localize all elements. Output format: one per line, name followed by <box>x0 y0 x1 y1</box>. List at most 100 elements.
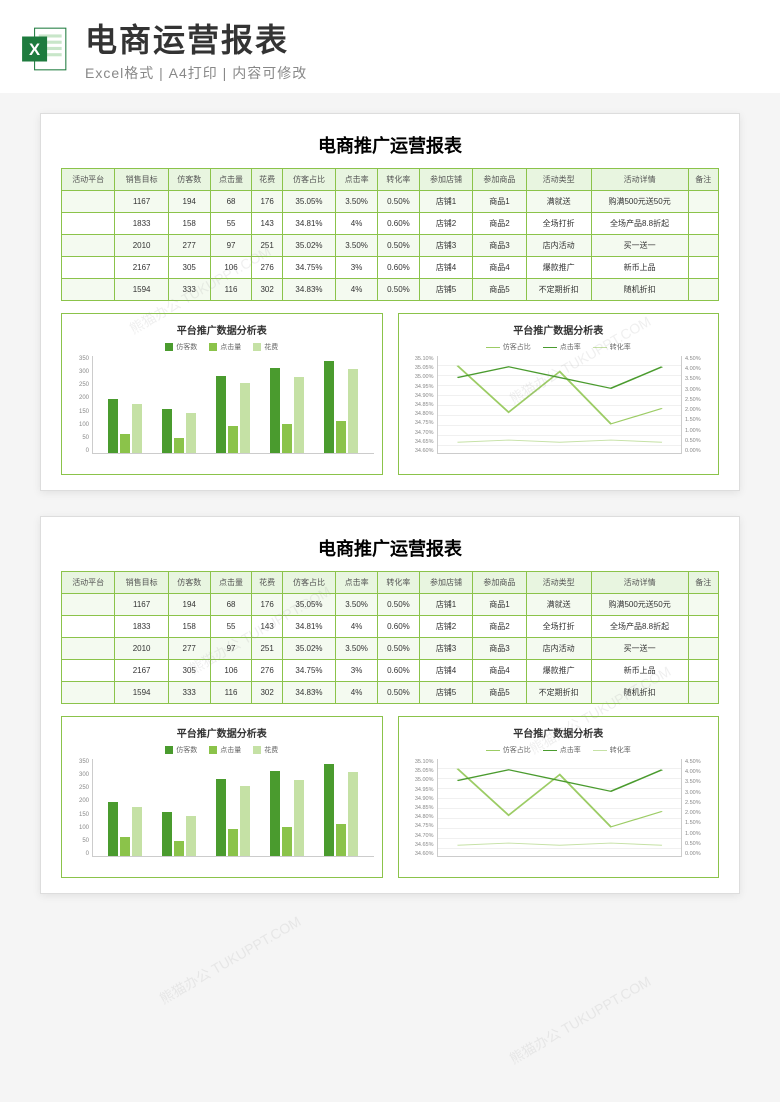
table-cell: 251 <box>252 638 282 660</box>
line-legend: 仿客占比点击率转化率 <box>407 745 711 755</box>
table-header: 销售目标 <box>115 572 168 594</box>
table-header: 点击率 <box>336 572 378 594</box>
table-cell: 277 <box>168 235 210 257</box>
table-cell: 店内活动 <box>526 638 591 660</box>
table-cell: 302 <box>252 279 282 301</box>
table-header: 仿客数 <box>168 169 210 191</box>
bar-chart-box: 平台推广数据分析表 仿客数点击量花费 350300250200150100500 <box>61 313 383 475</box>
table-cell: 34.75% <box>282 660 335 682</box>
bar <box>294 780 304 856</box>
table-header: 活动详情 <box>591 169 688 191</box>
table-cell: 商品5 <box>473 682 526 704</box>
table-row: 216730510627634.75%3%0.60%店铺4商品4爆款推广新币上品 <box>62 660 719 682</box>
legend-item: 点击量 <box>209 342 241 352</box>
table-cell: 0.50% <box>378 638 420 660</box>
legend-item: 转化率 <box>593 342 631 352</box>
table-cell: 4% <box>336 279 378 301</box>
table-cell <box>62 594 115 616</box>
line-chart: 35.10%35.05%35.00%34.95%34.90%34.85%34.8… <box>407 759 711 869</box>
bar <box>186 413 196 453</box>
table-cell: 3.50% <box>336 235 378 257</box>
bar-group <box>324 759 358 856</box>
table-cell: 305 <box>168 660 210 682</box>
table-header: 活动详情 <box>591 572 688 594</box>
table-cell <box>62 682 115 704</box>
table-cell: 1167 <box>115 594 168 616</box>
table-cell: 商品1 <box>473 191 526 213</box>
table-cell: 不定期折扣 <box>526 682 591 704</box>
table-cell: 55 <box>210 213 252 235</box>
table-row: 11671946817635.05%3.50%0.50%店铺1商品1满就送购满5… <box>62 594 719 616</box>
table-cell: 0.60% <box>378 616 420 638</box>
table-cell: 34.83% <box>282 682 335 704</box>
table-cell: 购满500元送50元 <box>591 594 688 616</box>
pages-container: 电商推广运营报表 活动平台销售目标仿客数点击量花费仿客占比点击率转化率参加店铺参… <box>0 93 780 914</box>
bar <box>162 409 172 453</box>
table-row: 11671946817635.05%3.50%0.50%店铺1商品1满就送购满5… <box>62 191 719 213</box>
table-cell: 爆款推广 <box>526 660 591 682</box>
y-axis-right: 4.50%4.00%3.50%3.00%2.50%2.00%1.50%1.00%… <box>682 759 710 869</box>
table-cell: 新币上品 <box>591 660 688 682</box>
header-text-block: 电商运营报表 Excel格式 | A4打印 | 内容可修改 <box>85 15 760 83</box>
bar <box>120 434 130 453</box>
bar <box>162 812 172 856</box>
table-cell: 店铺5 <box>419 682 472 704</box>
bar <box>336 824 346 856</box>
table-cell: 333 <box>168 682 210 704</box>
table-cell: 商品3 <box>473 638 526 660</box>
bar-group <box>162 759 196 856</box>
table-cell: 3.50% <box>336 594 378 616</box>
table-cell: 店内活动 <box>526 235 591 257</box>
bar-group <box>270 759 304 856</box>
bar-group <box>108 759 142 856</box>
table-cell: 276 <box>252 257 282 279</box>
table-cell: 商品5 <box>473 279 526 301</box>
excel-icon: X <box>20 24 70 74</box>
table-cell: 305 <box>168 257 210 279</box>
bar-legend: 仿客数点击量花费 <box>70 745 374 755</box>
table-cell: 店铺2 <box>419 213 472 235</box>
table-cell: 35.05% <box>282 191 335 213</box>
table-cell: 0.50% <box>378 682 420 704</box>
table-cell: 4% <box>336 616 378 638</box>
template-header: X 电商运营报表 Excel格式 | A4打印 | 内容可修改 <box>0 0 780 93</box>
bar-group <box>216 759 250 856</box>
table-cell: 1833 <box>115 213 168 235</box>
table-cell: 店铺5 <box>419 279 472 301</box>
table-header: 活动平台 <box>62 572 115 594</box>
charts-row: 平台推广数据分析表 仿客数点击量花费 350300250200150100500… <box>61 716 719 878</box>
table-cell: 3.50% <box>336 191 378 213</box>
table-cell <box>62 257 115 279</box>
report-page: 电商推广运营报表 活动平台销售目标仿客数点击量花费仿客占比点击率转化率参加店铺参… <box>40 516 740 894</box>
table-cell: 商品2 <box>473 213 526 235</box>
table-cell: 1594 <box>115 682 168 704</box>
table-cell: 2167 <box>115 257 168 279</box>
table-cell: 随机折扣 <box>591 279 688 301</box>
bar <box>216 376 226 453</box>
table-header: 花费 <box>252 169 282 191</box>
table-cell: 新币上品 <box>591 257 688 279</box>
report-table: 活动平台销售目标仿客数点击量花费仿客占比点击率转化率参加店铺参加商品活动类型活动… <box>61 571 719 704</box>
bar <box>240 786 250 856</box>
table-cell: 0.50% <box>378 235 420 257</box>
bar-group <box>108 356 142 453</box>
bar <box>348 772 358 856</box>
bar <box>348 369 358 453</box>
table-cell: 1594 <box>115 279 168 301</box>
table-cell: 全场打折 <box>526 616 591 638</box>
bar-chart-box: 平台推广数据分析表 仿客数点击量花费 350300250200150100500 <box>61 716 383 878</box>
table-cell: 68 <box>210 191 252 213</box>
table-cell: 3.50% <box>336 638 378 660</box>
table-header: 销售目标 <box>115 169 168 191</box>
table-header: 参加商品 <box>473 572 526 594</box>
table-cell <box>688 279 718 301</box>
bars-area <box>92 356 374 454</box>
table-row: 18331585514334.81%4%0.60%店铺2商品2全场打折全场产品8… <box>62 213 719 235</box>
table-header: 参加店铺 <box>419 572 472 594</box>
legend-item: 点击率 <box>543 745 581 755</box>
table-cell: 店铺2 <box>419 616 472 638</box>
legend-item: 仿客占比 <box>486 342 531 352</box>
y-axis-right: 4.50%4.00%3.50%3.00%2.50%2.00%1.50%1.00%… <box>682 356 710 466</box>
table-cell: 276 <box>252 660 282 682</box>
table-cell: 店铺4 <box>419 660 472 682</box>
